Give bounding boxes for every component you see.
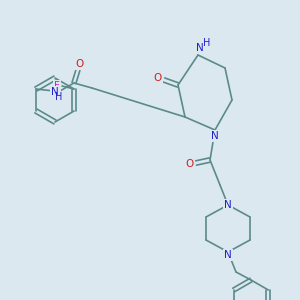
Text: O: O	[76, 59, 84, 69]
Text: O: O	[154, 73, 162, 83]
Text: N: N	[196, 43, 204, 53]
Text: H: H	[55, 92, 63, 102]
Text: N: N	[224, 200, 232, 210]
Text: N: N	[224, 250, 232, 260]
Text: N: N	[51, 87, 59, 97]
Text: H: H	[203, 38, 211, 48]
Text: F: F	[54, 81, 60, 91]
Text: O: O	[186, 159, 194, 169]
Text: N: N	[211, 131, 219, 141]
